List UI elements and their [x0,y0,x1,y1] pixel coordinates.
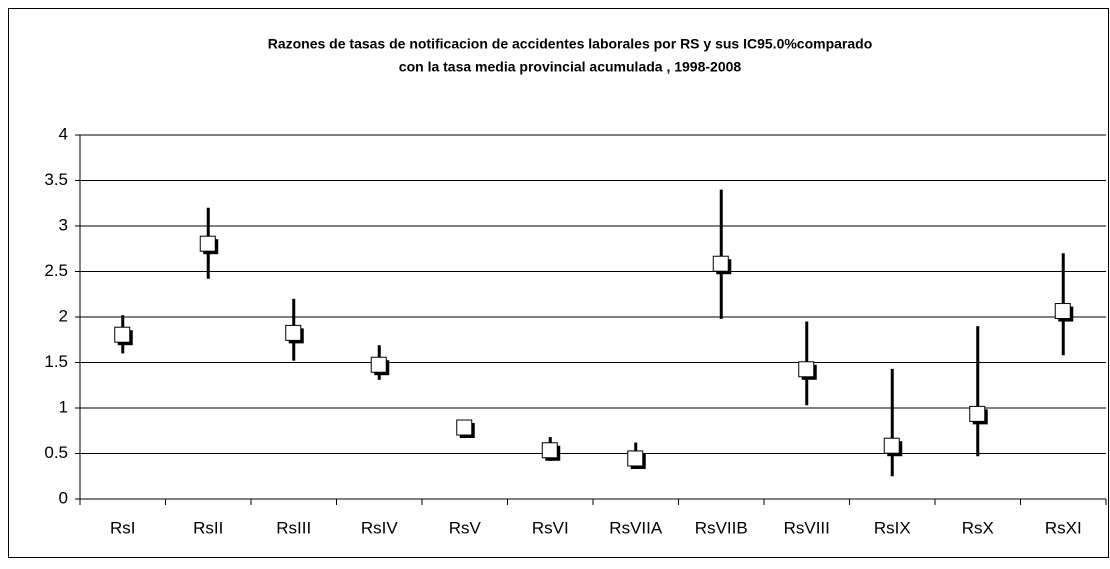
marker [969,405,986,422]
marker [1054,303,1071,320]
marker [285,324,302,341]
marker [456,419,473,436]
marker [199,235,216,252]
marker [541,442,558,459]
x-tick-label: RsIV [361,518,399,537]
marker [883,437,900,454]
x-tick-label: RsX [962,518,994,537]
marker [370,356,387,373]
x-tick-label: RsIII [276,518,311,537]
y-tick-label: 2.5 [44,261,68,280]
x-tick-label: RsVI [532,518,569,537]
marker [114,326,131,343]
y-tick-label: 4 [59,124,68,143]
chart-title: con la tasa media provincial acumulada ,… [399,59,742,75]
x-tick-label: RsVIII [784,518,830,537]
x-tick-label: RsVIIA [609,518,663,537]
marker [798,361,815,378]
y-tick-label: 0 [59,488,68,507]
x-tick-label: RsII [193,518,223,537]
y-tick-label: 2 [59,306,68,325]
chart-title: Razones de tasas de notificacion de acci… [268,36,873,52]
marker [627,450,644,467]
x-tick-label: RsIX [874,518,911,537]
x-tick-label: RsXI [1045,518,1082,537]
marker [712,255,729,272]
y-tick-label: 0.5 [44,443,68,462]
y-tick-label: 3.5 [44,170,68,189]
chart-border [8,8,1109,558]
x-tick-label: RsVIIB [695,518,748,537]
y-tick-label: 1.5 [44,352,68,371]
x-tick-label: RsI [110,518,136,537]
y-tick-label: 3 [59,215,68,234]
y-tick-label: 1 [59,397,68,416]
x-tick-label: RsV [449,518,482,537]
